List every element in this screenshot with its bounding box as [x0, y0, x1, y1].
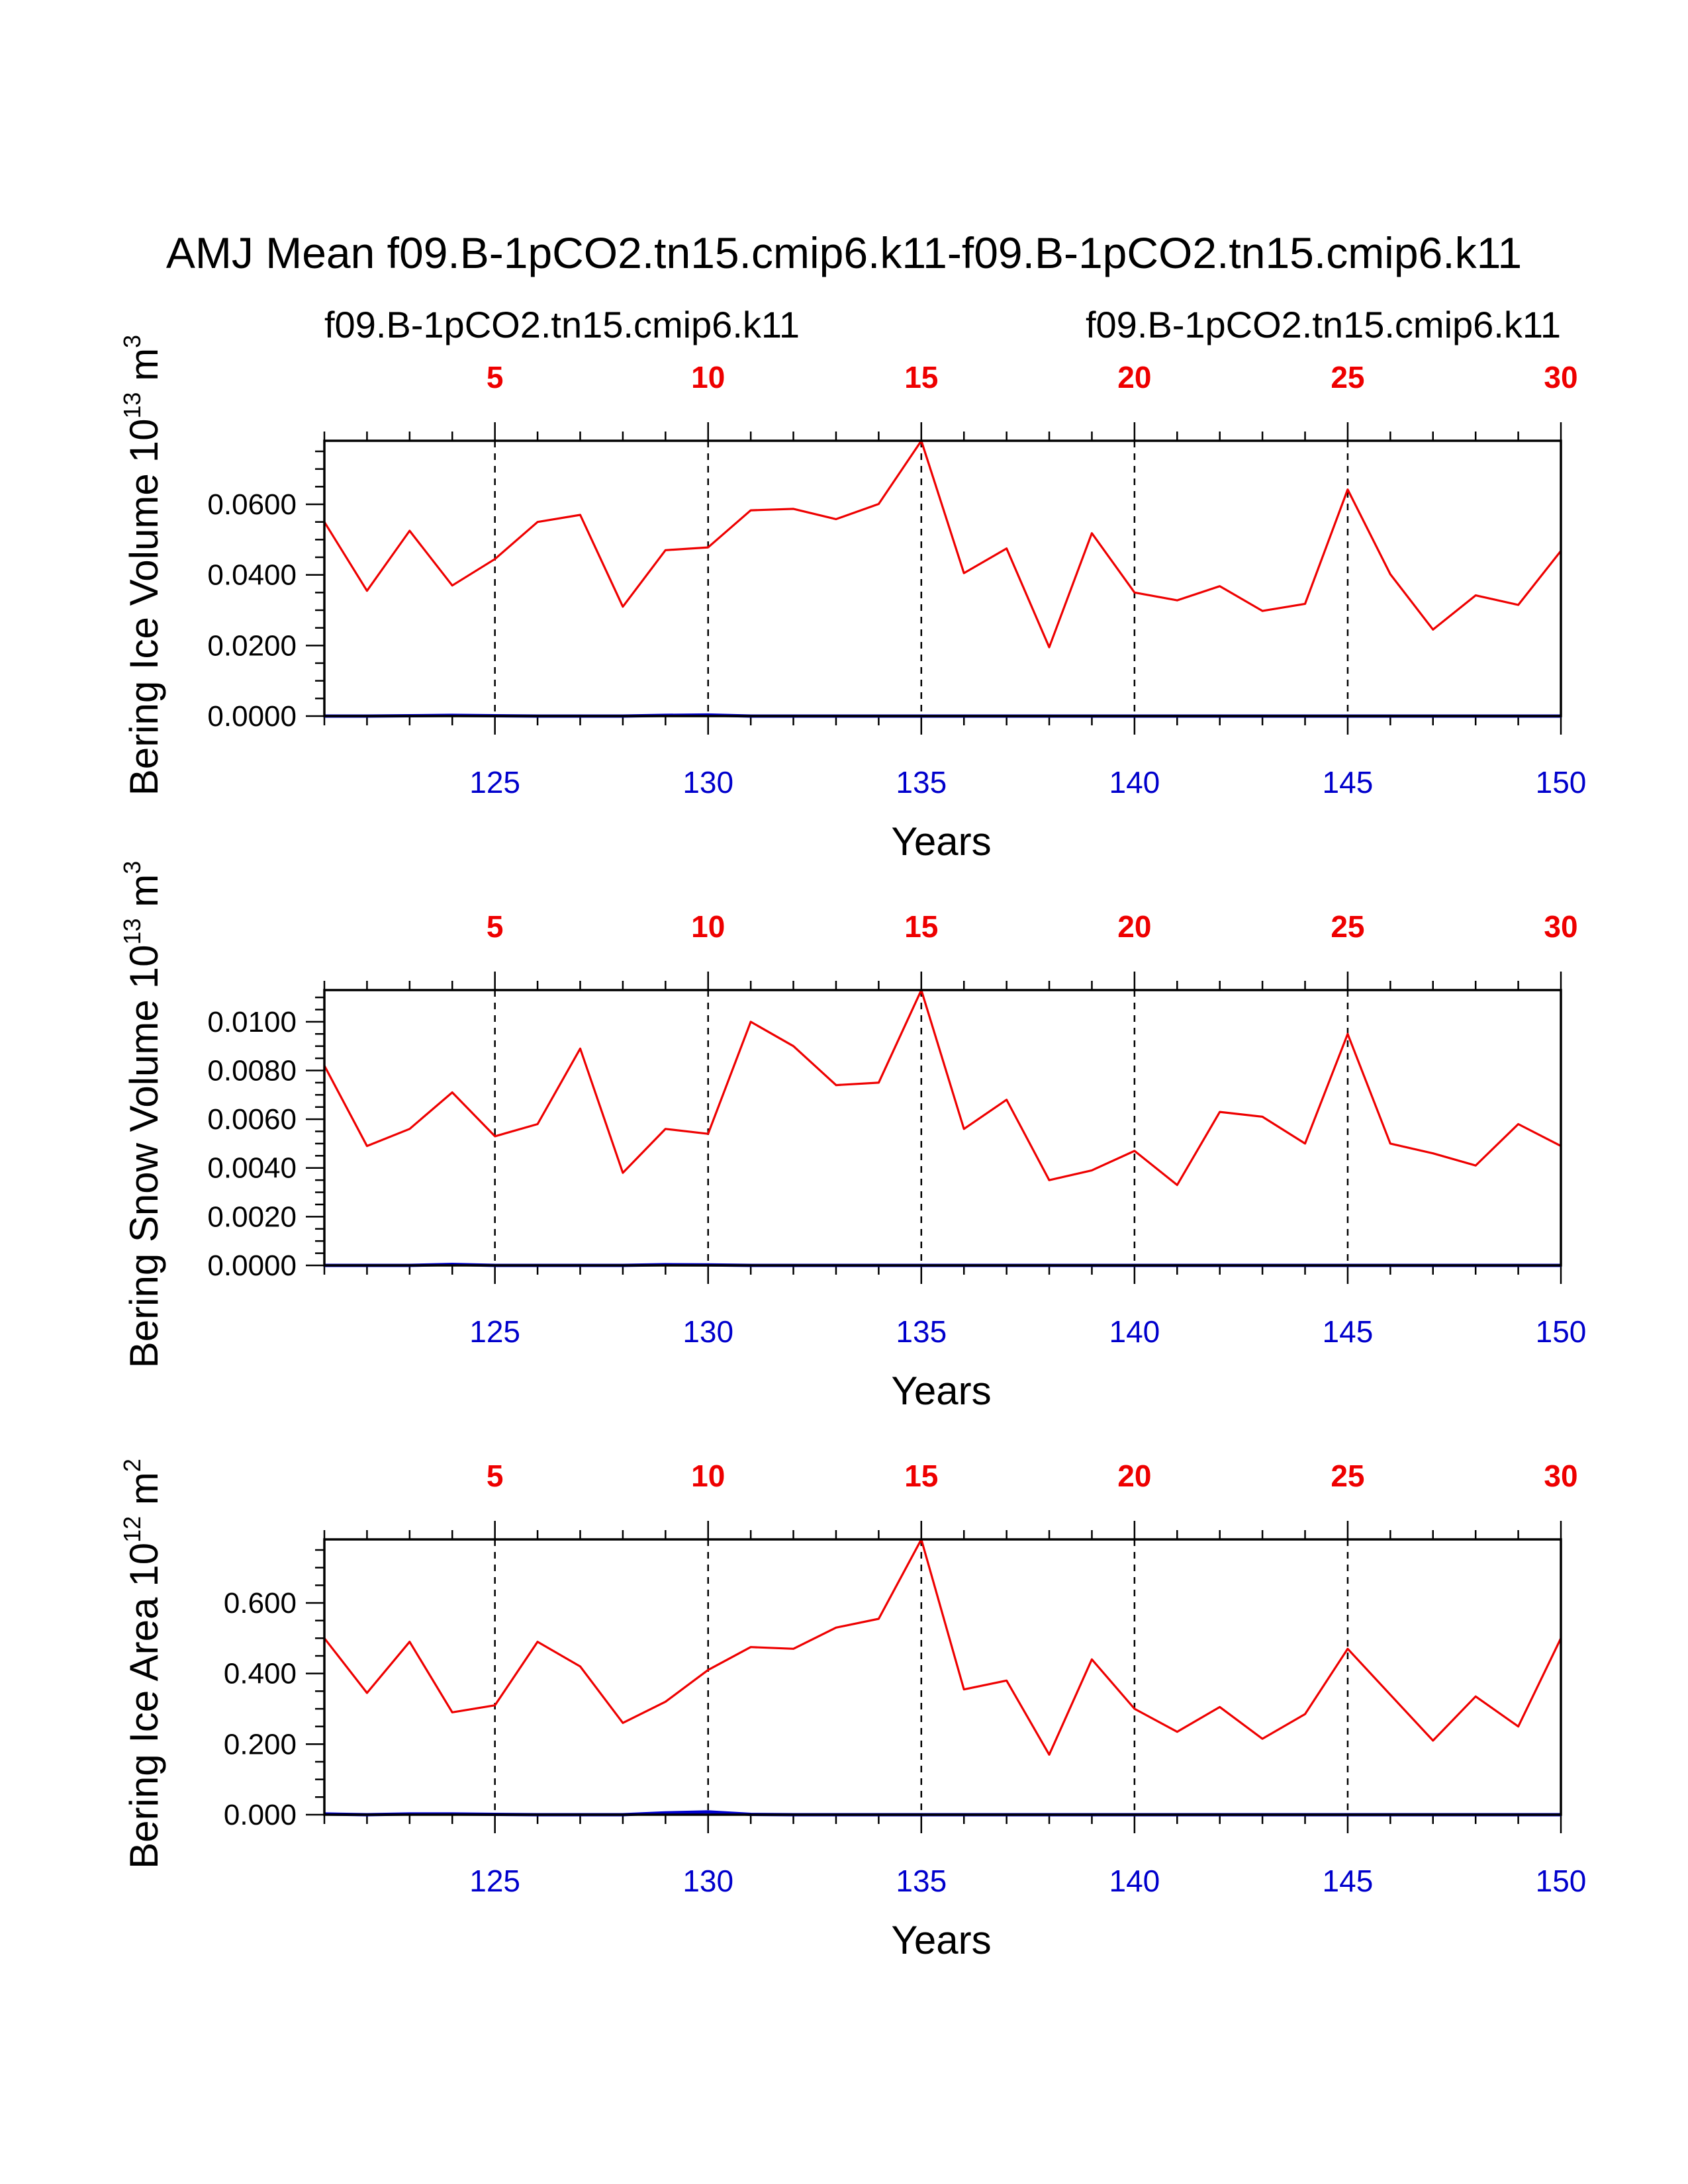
y-tick-label: 0.0100 [207, 1006, 297, 1038]
x-tick-label-bottom: 140 [1109, 1864, 1160, 1898]
x-tick-label-bottom: 150 [1536, 1864, 1587, 1898]
x-tick-label-bottom: 145 [1323, 1864, 1374, 1898]
page-title: AMJ Mean f09.B-1pCO2.tn15.cmip6.k11-f09.… [166, 228, 1522, 277]
y-tick-label: 0.0200 [207, 629, 297, 662]
legend-case-right: f09.B-1pCO2.tn15.cmip6.k11 [1086, 304, 1561, 345]
y-axis-label-text: Bering Ice Area [122, 1597, 166, 1869]
x-tick-label-top: 25 [1331, 1459, 1364, 1493]
x-tick-label-top: 15 [904, 360, 938, 394]
series-line-case1 [323, 1538, 1562, 1756]
x-tick-label-top: 15 [904, 909, 938, 944]
y-tick-label: 0.0020 [207, 1201, 297, 1233]
x-tick-label-top: 25 [1331, 909, 1364, 944]
series-line-case1 [323, 989, 1562, 1187]
y-axis-label-unit-tail-exponent: 3 [118, 335, 146, 348]
y-axis-label: Bering Ice Area 1012 m2 [118, 1459, 166, 1869]
y-axis-label-unit-tail-exponent: 2 [118, 1459, 146, 1472]
x-tick-label-bottom: 140 [1109, 1314, 1160, 1349]
x-tick-label-top: 5 [487, 1459, 504, 1493]
y-tick-label: 0.0400 [207, 559, 297, 592]
x-tick-label-bottom: 130 [682, 1864, 733, 1898]
x-tick-label-top: 10 [691, 1459, 725, 1493]
y-axis-label-text: Bering Ice Volume [122, 473, 166, 796]
panel-snow-volume: 0.0000 0.0020 0.0040 0.0060 0.0080 0.0100 125 1… [118, 861, 1586, 1413]
y-axis-label-unit: 10 [122, 419, 166, 463]
y-axis-label-unit-exponent: 12 [118, 1516, 146, 1543]
x-axis-label: Years [891, 1918, 991, 1962]
legend-case-left: f09.B-1pCO2.tn15.cmip6.k11 [324, 304, 800, 345]
x-tick-label-top: 25 [1331, 360, 1364, 394]
x-tick-label-top: 10 [691, 909, 725, 944]
x-tick-label-bottom: 130 [682, 765, 733, 799]
y-axis-label-unit-tail-exponent: 3 [118, 861, 146, 874]
x-tick-label-bottom: 130 [682, 1314, 733, 1349]
x-tick-label-top: 20 [1117, 1459, 1151, 1493]
x-tick-label-top: 5 [487, 909, 504, 944]
y-axis-label-unit-tail: m [122, 1472, 166, 1516]
x-tick-label-top: 20 [1117, 909, 1151, 944]
x-tick-label-bottom: 125 [469, 1864, 520, 1898]
y-tick-label: 0.400 [224, 1658, 297, 1690]
x-tick-label-top: 30 [1544, 1459, 1577, 1493]
y-tick-label: 0.200 [224, 1728, 297, 1760]
x-tick-label-bottom: 135 [896, 765, 947, 799]
y-axis-label-text: Bering Snow Volume [122, 999, 166, 1368]
x-axis-label: Years [891, 1369, 991, 1413]
y-axis-label-unit-exponent: 13 [118, 392, 146, 418]
x-tick-label-bottom: 140 [1109, 765, 1160, 799]
y-tick-label: 0.0060 [207, 1103, 297, 1136]
x-tick-label-top: 30 [1544, 360, 1577, 394]
x-tick-label-bottom: 125 [469, 765, 520, 799]
y-axis-label: Bering Ice Volume 1013 m3 [118, 335, 166, 796]
y-tick-label: 0.0080 [207, 1054, 297, 1087]
x-tick-label-bottom: 150 [1536, 765, 1587, 799]
plot-frame [323, 439, 1562, 717]
x-tick-label-top: 30 [1544, 909, 1577, 944]
y-axis-label-unit-tail: m [122, 874, 166, 919]
panel-ice-area: 0.000 0.200 0.400 0.600 125 130 135 140 145 150 5 1… [118, 1459, 1586, 1962]
x-tick-label-bottom: 135 [896, 1864, 947, 1898]
y-axis-label-unit-exponent: 13 [118, 918, 146, 944]
x-tick-label-bottom: 135 [896, 1314, 947, 1349]
y-tick-label: 0.000 [224, 1799, 297, 1831]
x-tick-label-top: 5 [487, 360, 504, 394]
y-axis-label: Bering Snow Volume 1013 m3 [118, 861, 166, 1368]
x-axis-label: Years [891, 819, 991, 864]
plot-frame [323, 989, 1562, 1267]
x-tick-label-bottom: 145 [1323, 1314, 1374, 1349]
x-tick-label-top: 15 [904, 1459, 938, 1493]
y-tick-label: 0.0600 [207, 488, 297, 521]
y-axis-label-unit: 10 [122, 944, 166, 989]
y-tick-label: 0.0000 [207, 700, 297, 733]
x-tick-label-top: 10 [691, 360, 725, 394]
x-tick-label-bottom: 150 [1536, 1314, 1587, 1349]
y-axis-label-unit: 10 [122, 1543, 166, 1587]
x-tick-label-bottom: 125 [469, 1314, 520, 1349]
y-tick-label: 0.600 [224, 1587, 297, 1619]
plot-frame [323, 1538, 1562, 1816]
y-tick-label: 0.0000 [207, 1250, 297, 1282]
x-tick-label-bottom: 145 [1323, 765, 1374, 799]
series-line-case1 [323, 439, 1562, 649]
y-tick-label: 0.0040 [207, 1152, 297, 1185]
y-axis-label-unit-tail: m [122, 348, 166, 392]
x-tick-label-top: 20 [1117, 360, 1151, 394]
